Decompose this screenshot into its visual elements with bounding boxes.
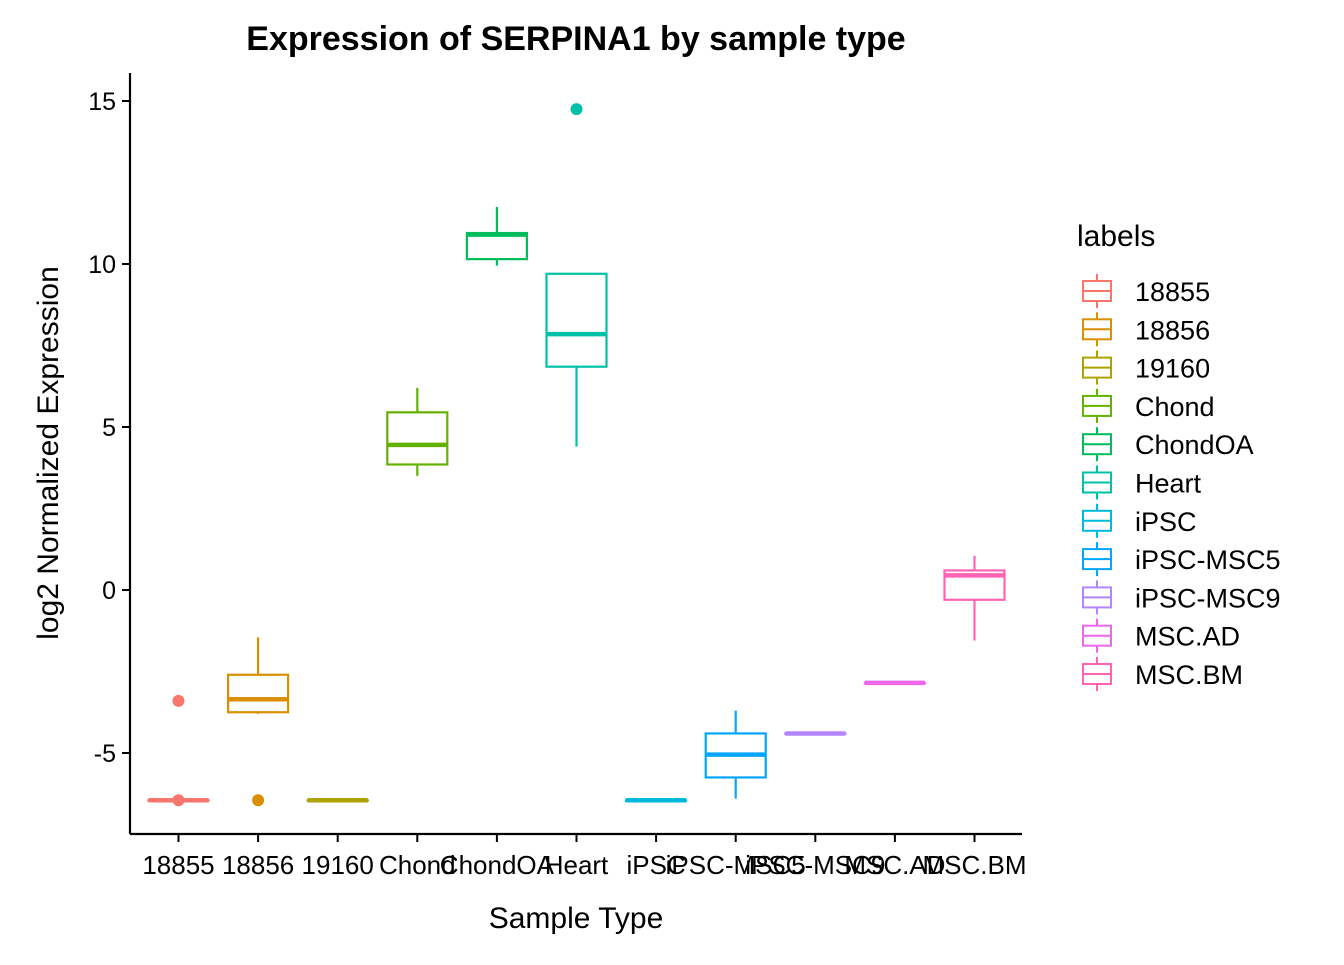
legend-item-iPSC-MSC5: iPSC-MSC5 <box>1082 542 1281 577</box>
x-tick-label: MSC.BM <box>923 850 1027 880</box>
legend-item-MSC.AD: MSC.AD <box>1082 618 1240 653</box>
box-Chond <box>386 387 449 476</box>
legend-label: iPSC-MSC5 <box>1135 545 1281 575</box>
legend-label: 19160 <box>1135 354 1210 384</box>
x-tick-label: iPSC <box>626 850 685 880</box>
box-body <box>465 231 528 261</box>
box-MSC.AD <box>863 680 927 686</box>
outlier-point <box>172 694 185 707</box>
legend-label: ChondOA <box>1135 430 1254 460</box>
box-MSC.BM <box>943 555 1006 641</box>
x-tick-label: ChondOA <box>440 850 555 880</box>
box-body <box>386 411 449 466</box>
x-tick-label: Heart <box>545 850 609 880</box>
x-tick-label: 18855 <box>142 850 214 880</box>
box-ChondOA <box>465 206 528 266</box>
y-tick-label: 0 <box>102 577 116 605</box>
outlier-point <box>252 794 265 807</box>
x-tick-label: 18856 <box>222 850 294 880</box>
x-tick-label: iPSC-MSC9 <box>745 850 885 880</box>
x-axis-label: Sample Type <box>489 902 664 935</box>
legend-item-ChondOA: ChondOA <box>1082 427 1254 462</box>
x-tick-label: 19160 <box>302 850 374 880</box>
x-tick-label: MSC.AD <box>844 850 945 880</box>
legend-label: iPSC-MSC9 <box>1135 583 1281 613</box>
legend-item-18855: 18855 <box>1082 274 1210 308</box>
plot-area: -5 0 5 10 15 18855 18856 19160 ChondChondOAHeart… <box>88 73 1027 880</box>
y-tick-label: 5 <box>102 414 116 442</box>
legend-label: Heart <box>1135 469 1202 499</box>
legend-title: labels <box>1077 220 1155 253</box>
outlier-point <box>172 794 185 807</box>
chart-title: Expression of SERPINA1 by sample type <box>246 20 905 58</box>
legend: 18855 18856 19160 Chond ChondOA Heart iPSC iPSC… <box>1082 274 1281 691</box>
legend-item-Heart: Heart <box>1082 465 1202 500</box>
box-18855 <box>147 694 210 807</box>
box-19160 <box>306 798 369 803</box>
legend-label: iPSC <box>1135 507 1197 537</box>
legend-item-Chond: Chond <box>1082 388 1215 423</box>
box-18856 <box>227 637 290 807</box>
y-tick-label: 15 <box>88 88 116 116</box>
legend-item-18856: 18856 <box>1082 312 1210 347</box>
box-iPSC-MSC9 <box>784 731 847 736</box>
box-body <box>227 673 290 714</box>
legend-label: 18856 <box>1135 315 1210 345</box>
y-tick-label: -5 <box>94 740 116 768</box>
legend-item-iPSC-MSC9: iPSC-MSC9 <box>1082 580 1281 615</box>
box-iPSC-MSC5 <box>704 710 767 799</box>
legend-label: MSC.BM <box>1135 660 1243 690</box>
legend-item-iPSC: iPSC <box>1082 503 1197 538</box>
box-body <box>545 272 608 368</box>
box-iPSC <box>624 798 688 803</box>
x-tick-label: Chond <box>379 850 456 880</box>
legend-item-19160: 19160 <box>1082 350 1210 385</box>
box-Heart <box>545 103 608 447</box>
legend-label: MSC.AD <box>1135 622 1240 652</box>
y-axis-label: log2 Normalized Expression <box>32 266 65 640</box>
legend-label: 18855 <box>1135 277 1210 307</box>
x-tick-label: iPSC-MSC5 <box>666 850 806 880</box>
legend-item-MSC.BM: MSC.BM <box>1082 657 1243 691</box>
legend-label: Chond <box>1135 392 1215 422</box>
y-tick-label: 10 <box>88 251 116 279</box>
outlier-point <box>570 103 583 116</box>
